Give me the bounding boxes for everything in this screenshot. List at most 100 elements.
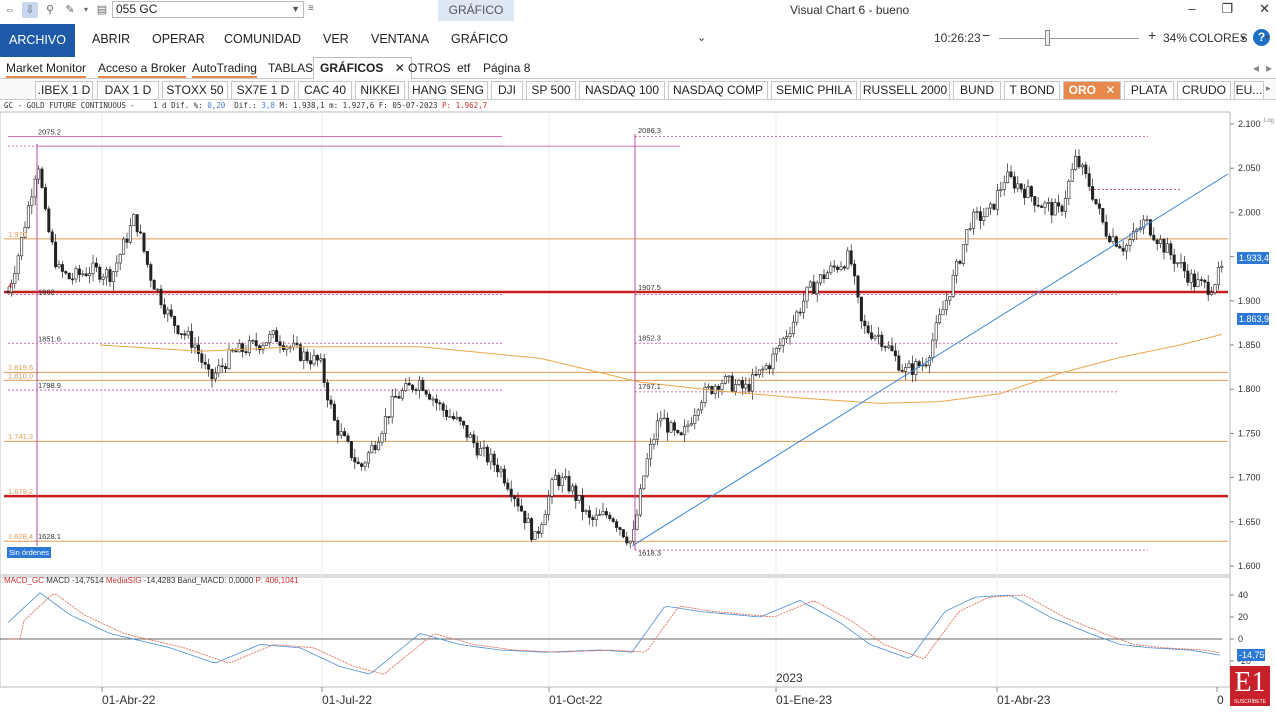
screen-icon[interactable]: ▤	[96, 4, 108, 16]
candle-body	[832, 265, 836, 268]
restore-icon[interactable]: ❐	[1221, 1, 1234, 16]
instrument-tab-russell[interactable]: RUSSELL 2000	[860, 81, 950, 99]
menu-icon[interactable]: ≡	[308, 3, 314, 14]
scroll-right-icon[interactable]: ▸	[1266, 83, 1271, 93]
zoom-slider-track[interactable]	[999, 38, 1139, 39]
candle-body	[1162, 239, 1166, 253]
candle-body	[774, 348, 778, 355]
candle-body	[278, 341, 282, 346]
candle-body	[319, 358, 323, 361]
orders-badge[interactable]: Sin órdenes	[7, 547, 51, 558]
price-tick-label: 1.850	[1238, 340, 1261, 350]
candle-body	[924, 364, 928, 367]
menu-abrir[interactable]: ABRIR	[92, 32, 131, 46]
zoom-out-icon[interactable]: −	[982, 27, 991, 43]
candle-body	[77, 268, 81, 275]
zoom-slider-thumb[interactable]	[1045, 30, 1050, 46]
instrument-tab-dax[interactable]: DAX 1 D	[97, 81, 159, 99]
candle-body	[183, 333, 187, 336]
instrument-tab-bund[interactable]: BUND	[953, 81, 1001, 99]
tab-tablas[interactable]: TABLAS	[268, 61, 314, 75]
candle-body	[54, 241, 58, 268]
candle-body	[1029, 186, 1033, 197]
menu-comunidad[interactable]: COMUNIDAD	[224, 32, 302, 46]
candle-body	[227, 349, 231, 369]
tab-otros[interactable]: OTROS	[408, 61, 451, 75]
instrument-tab-ibex[interactable]: .IBEX 1 D	[35, 81, 93, 99]
zoom-in-icon[interactable]: +	[1148, 27, 1157, 43]
candle-body	[829, 265, 833, 274]
candle-body	[118, 253, 122, 264]
candle-body	[1077, 156, 1081, 168]
instrument-tab-dji[interactable]: DJI	[491, 81, 523, 99]
time-tick-label: 0	[1217, 693, 1224, 707]
tab-acceso-broker[interactable]: Acceso a Broker	[98, 61, 187, 78]
time-tick-label: 01-Abr-22	[102, 693, 156, 707]
trend-line[interactable]	[631, 173, 1229, 547]
candle-body	[302, 351, 306, 361]
close-icon[interactable]: ✕	[1259, 1, 1270, 16]
ribbon-collapse-icon[interactable]: ⌄	[697, 32, 707, 44]
instrument-tab-hangseng[interactable]: HANG SENG	[408, 81, 488, 99]
help-dropdown-icon[interactable]: ▾	[1265, 33, 1270, 42]
colores-button[interactable]: COLORES	[1189, 31, 1248, 45]
tab-market-monitor[interactable]: Market Monitor	[6, 61, 87, 78]
menu-ver[interactable]: VER	[323, 32, 349, 46]
candle-body	[931, 339, 935, 358]
close-tab-icon[interactable]: ✕	[394, 61, 405, 75]
candle-body	[785, 336, 789, 339]
instrument-tab-tbond[interactable]: T BOND	[1004, 81, 1060, 99]
instrument-tab-nikkei[interactable]: NIKKEI	[355, 81, 405, 99]
instrument-tab-sp500[interactable]: SP 500	[526, 81, 576, 99]
scroll-left-icon[interactable]: ◂	[1253, 61, 1260, 75]
menu-operar[interactable]: OPERAR	[152, 32, 205, 46]
candle-body	[880, 334, 884, 347]
instrument-tab-plata[interactable]: PLATA	[1124, 81, 1174, 99]
link-icon[interactable]: ⇔	[4, 4, 16, 16]
download-icon[interactable]: ⇩	[22, 2, 38, 18]
log-label: Log	[1264, 118, 1274, 124]
menu-ventana[interactable]: VENTANA	[371, 32, 430, 46]
instrument-tab-sx7e[interactable]: SX7E 1 D	[231, 81, 295, 99]
instrument-tab-stoxx50[interactable]: STOXX 50	[162, 81, 228, 99]
pin-icon[interactable]: ⚲	[45, 4, 55, 16]
instrument-tab-nasdaqcomp[interactable]: NASDAQ COMP	[668, 81, 768, 99]
instrument-tab-crudo[interactable]: CRUDO	[1177, 81, 1231, 99]
candle-body	[1203, 279, 1207, 283]
candle-body	[1159, 239, 1163, 244]
instrument-tab-more[interactable]: EU...	[1234, 81, 1264, 99]
candle-body	[1067, 180, 1071, 199]
candle-body	[740, 380, 744, 389]
candle-body	[863, 320, 867, 327]
symbol-combo[interactable]: 055 GC ▼	[112, 1, 304, 18]
palette-icon[interactable]: ✎	[65, 4, 75, 16]
help-icon[interactable]: ?	[1253, 29, 1270, 46]
instrument-tab-semic[interactable]: SEMIC PHILA	[771, 81, 857, 99]
candle-body	[190, 331, 194, 348]
scroll-right-icon[interactable]: ▸	[1266, 61, 1273, 75]
dropdown-small-icon[interactable]: ▾	[83, 5, 88, 14]
tab-etf[interactable]: etf	[457, 61, 471, 75]
menu-archivo[interactable]: ARCHIVO	[0, 24, 75, 57]
instrument-tab-cac40[interactable]: CAC 40	[298, 81, 352, 99]
price-chart[interactable]: 2.1002.0502.0001.9501.9001.8501.8001.750…	[0, 100, 1276, 713]
candle-body	[989, 203, 993, 209]
minimize-icon[interactable]: –	[1188, 1, 1196, 16]
e1-logo[interactable]: E1 SUSCRÍBETE	[1230, 666, 1270, 706]
tab-autotrading[interactable]: AutoTrading	[192, 61, 257, 78]
candle-body	[655, 420, 659, 440]
tab-graficos[interactable]: GRÁFICOS ✕	[313, 57, 412, 79]
instrument-tab-oro[interactable]: ORO ✕	[1063, 81, 1121, 99]
candle-body	[666, 417, 670, 433]
close-tab-icon[interactable]: ✕	[1105, 83, 1116, 97]
chevron-down-icon[interactable]: ▼	[291, 4, 300, 14]
candle-body	[1131, 231, 1135, 241]
tab-pagina-8[interactable]: Página 8	[483, 61, 531, 75]
instrument-tab-nasdaq100[interactable]: NASDAQ 100	[579, 81, 665, 99]
candle-body	[570, 485, 574, 492]
left-level-label: 1.819,6	[8, 363, 33, 372]
candle-body	[1046, 202, 1050, 204]
candle-body	[489, 453, 493, 463]
menu-grafico[interactable]: GRÁFICO	[451, 32, 508, 46]
colores-dropdown-icon[interactable]: ▾	[1241, 33, 1246, 43]
